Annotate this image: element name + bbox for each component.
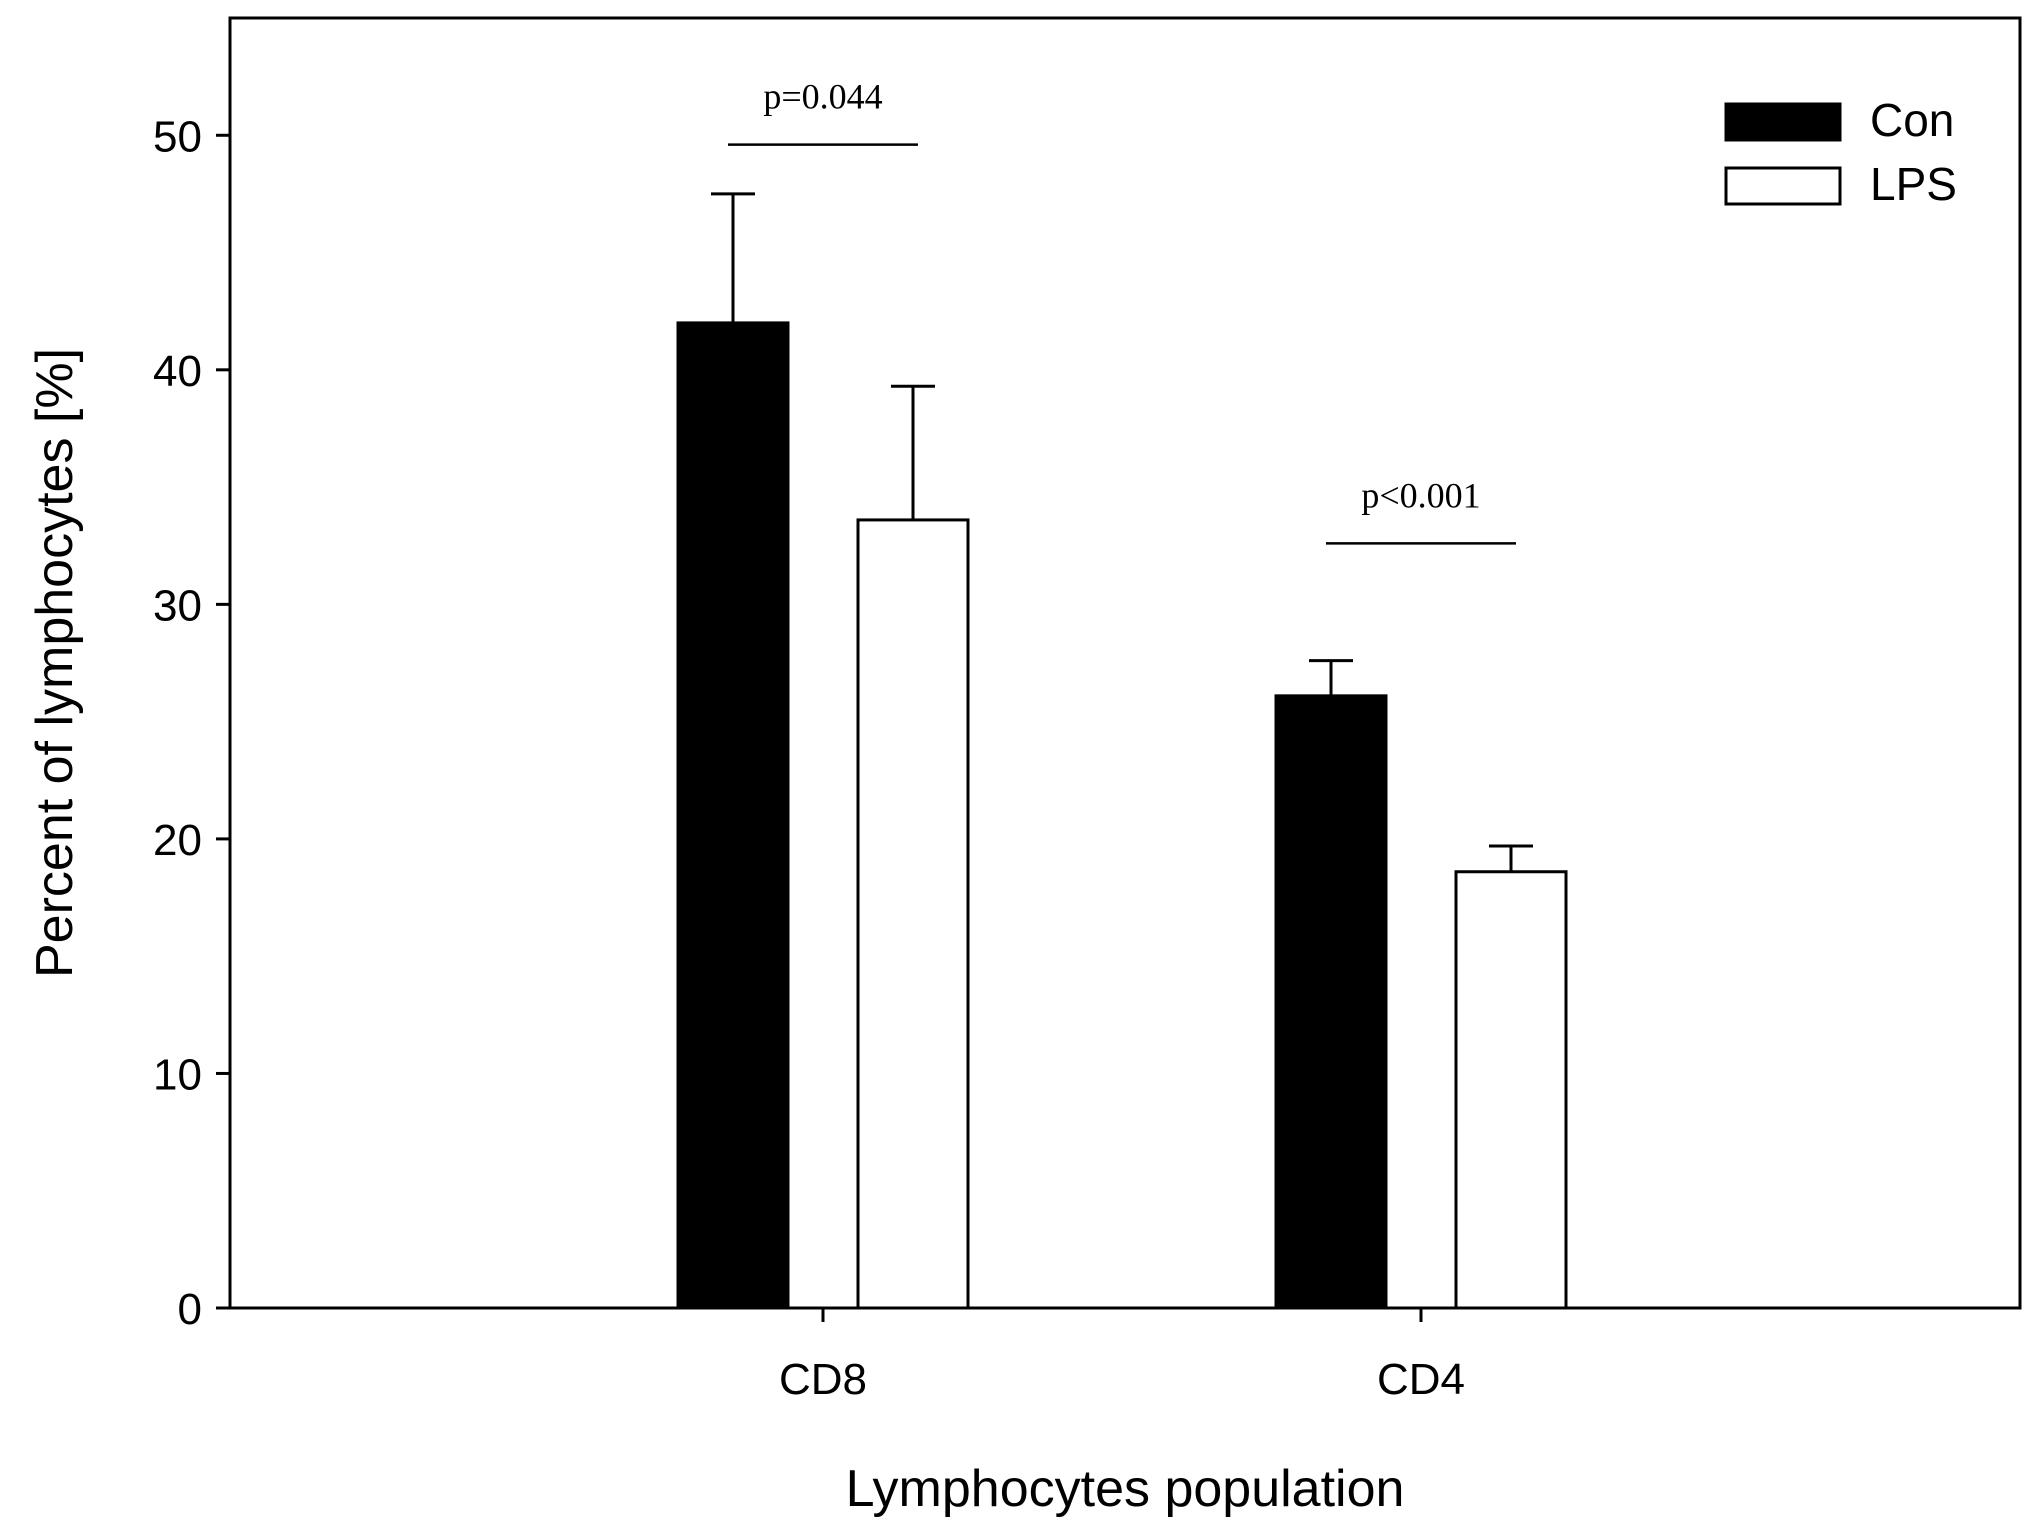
y-tick-label: 0 [178,1285,202,1334]
y-tick-label: 20 [153,816,202,865]
y-tick-label: 30 [153,581,202,630]
legend: Con LPS [1724,94,1957,210]
x-axis: CD8 CD4 [779,1308,1465,1404]
y-tick-label: 10 [153,1050,202,1099]
bar-con-cd8 [676,321,790,1310]
y-axis-label: Percent of lymphocytes [%] [26,348,84,978]
legend-label: LPS [1870,158,1957,210]
significance-label: p<0.001 [1361,475,1480,515]
y-tick-label: 50 [153,112,202,161]
x-tick-label: CD8 [779,1355,867,1404]
legend-label: Con [1870,94,1954,146]
plot-marks: p=0.044 p<0.001 [676,77,1568,1310]
significance-label: p=0.044 [763,77,882,117]
x-axis-label: Lymphocytes population [846,1460,1405,1518]
plot-frame [228,16,2022,1310]
bar-con-cd4 [1274,694,1388,1310]
x-tick-label: CD4 [1377,1355,1465,1404]
legend-swatch-lps [1724,166,1842,206]
y-tick-label: 40 [153,347,202,396]
y-axis: 0 10 20 30 40 50 [153,112,230,1334]
legend-swatch-con [1724,102,1842,142]
bar-lps-cd4 [1454,870,1568,1310]
bar-lps-cd8 [856,518,970,1310]
